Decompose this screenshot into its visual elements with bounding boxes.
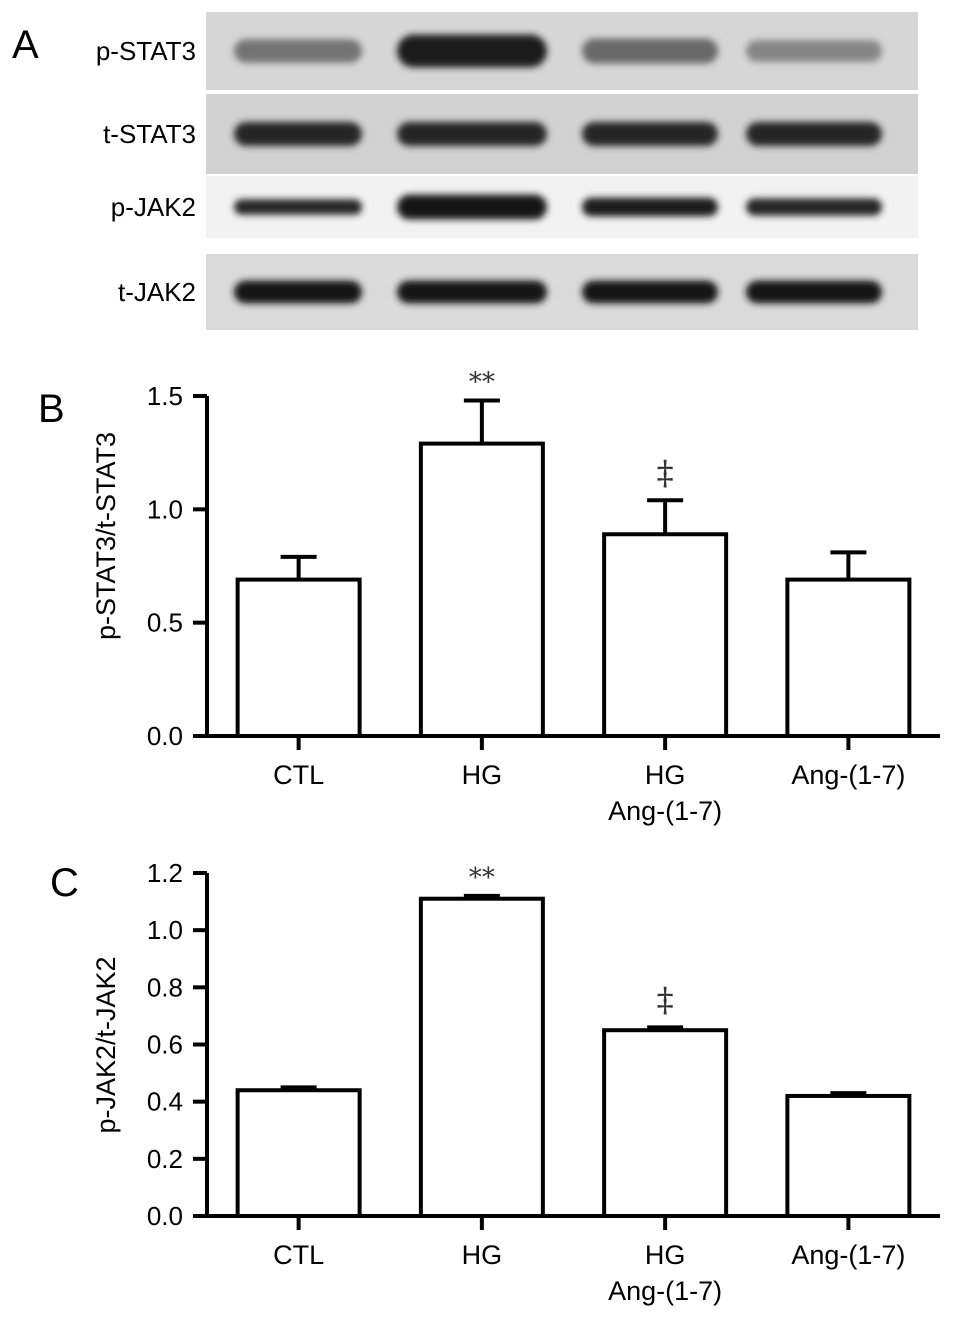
x-category-label: CTL	[273, 1240, 324, 1270]
x-category-label: HG	[645, 1240, 686, 1270]
x-category-label: HG	[462, 760, 503, 790]
significance-marker: **	[469, 368, 495, 398]
blot-band	[582, 197, 718, 217]
blot-band	[397, 122, 547, 146]
bar	[785, 577, 912, 738]
x-category-label: HG	[645, 760, 686, 790]
x-category-label: Ang-(1-7)	[791, 1240, 905, 1270]
y-tick-label: 0.6	[147, 1030, 183, 1060]
blot-row-label: p-STAT3	[96, 36, 196, 66]
y-tick-label: 0.8	[147, 972, 183, 1002]
y-tick-label: 0.0	[147, 721, 183, 751]
blot-row-label: p-JAK2	[111, 192, 196, 222]
x-category-label: HG	[462, 1240, 503, 1270]
blot-band	[397, 34, 547, 68]
y-tick-label: 0.0	[147, 1201, 183, 1231]
panel-a-letter: A	[12, 23, 39, 67]
y-tick-label: 0.5	[147, 608, 183, 638]
blot-band	[582, 280, 718, 304]
blot-band	[234, 280, 362, 304]
bar	[418, 441, 545, 738]
blot-rows: p-STAT3 t-STAT3 p-JAK2 t-JAK2	[96, 12, 918, 330]
blot-band	[746, 280, 882, 304]
y-tick-label: 0.2	[147, 1144, 183, 1174]
blot-band	[582, 122, 718, 146]
bar	[602, 532, 729, 738]
x-category-label: Ang-(1-7)	[608, 1276, 722, 1306]
bar	[418, 896, 545, 1218]
bar	[602, 1028, 729, 1219]
blot-band	[397, 280, 547, 304]
pjak2-bar-chart: C p-JAK2/t-JAK2 0.0 0.2 0.4 0.6 0.8 1.0 1.2 CTL…	[50, 858, 940, 1306]
y-tick-label: 0.4	[147, 1087, 183, 1117]
panel-b-y-axis-label: p-STAT3/t-STAT3	[91, 432, 121, 640]
panel-c-y-axis-label: p-JAK2/t-JAK2	[91, 956, 121, 1133]
blot-band	[234, 122, 362, 146]
y-tick-label: 1.0	[147, 494, 183, 524]
y-tick-label: 1.2	[147, 858, 183, 888]
blot-band	[582, 38, 718, 64]
y-tick-label: 1.5	[147, 381, 183, 411]
bar	[785, 1093, 912, 1218]
blot-row-label: t-STAT3	[103, 119, 196, 149]
blot-band	[234, 199, 362, 215]
panel-b-letter: B	[38, 387, 65, 431]
blot-band	[234, 39, 362, 63]
western-blot-panel: A p-STAT3 t-STAT3 p-JAK2 t-JAK2	[12, 12, 918, 330]
blot-row-label: t-JAK2	[118, 277, 196, 307]
y-tick-label: 1.0	[147, 915, 183, 945]
panel-c-letter: C	[50, 861, 79, 905]
blot-band	[746, 198, 882, 216]
bar	[235, 1088, 362, 1218]
panel-c-plot: 0.0 0.2 0.4 0.6 0.8 1.0 1.2 CTL ** HG ‡ HG Ang-(1-7)…	[147, 858, 940, 1306]
significance-marker: ‡	[657, 453, 674, 493]
blot-band	[397, 194, 547, 220]
significance-marker: **	[469, 863, 495, 893]
blot-band	[746, 122, 882, 146]
pstat3-bar-chart: B p-STAT3/t-STAT3 0.0 0.5 1.0 1.5 CTL ** HG ‡ HG…	[38, 368, 940, 826]
panel-b-plot: 0.0 0.5 1.0 1.5 CTL ** HG ‡ HG Ang-(1-7) Ang-(1-7)	[147, 368, 940, 826]
blot-band	[746, 40, 882, 62]
bar	[235, 577, 362, 738]
significance-marker: ‡	[657, 980, 674, 1020]
x-category-label: Ang-(1-7)	[608, 796, 722, 826]
x-category-label: Ang-(1-7)	[791, 760, 905, 790]
x-category-label: CTL	[273, 760, 324, 790]
